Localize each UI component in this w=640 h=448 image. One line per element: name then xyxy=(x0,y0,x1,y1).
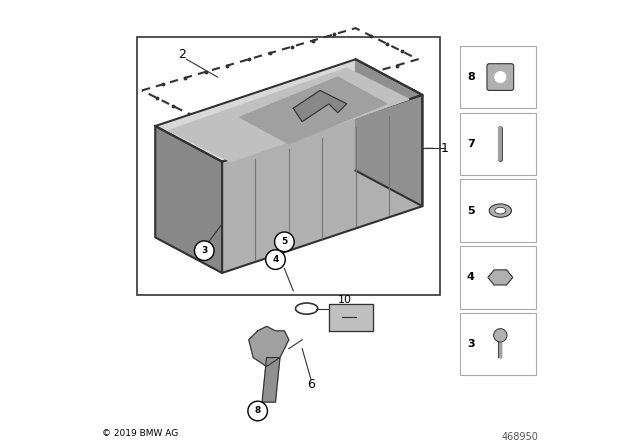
Text: 7: 7 xyxy=(299,237,306,247)
Text: 7: 7 xyxy=(467,139,475,149)
Ellipse shape xyxy=(495,207,506,214)
FancyBboxPatch shape xyxy=(460,113,536,175)
Circle shape xyxy=(195,241,214,260)
Text: 3: 3 xyxy=(467,339,474,349)
Text: 3: 3 xyxy=(201,246,207,255)
Polygon shape xyxy=(329,304,373,331)
Circle shape xyxy=(493,329,507,342)
Text: 6: 6 xyxy=(307,378,315,391)
Circle shape xyxy=(248,401,268,421)
Polygon shape xyxy=(488,270,513,285)
Text: 4: 4 xyxy=(272,255,278,264)
FancyBboxPatch shape xyxy=(460,246,536,309)
Polygon shape xyxy=(249,327,289,366)
Text: 5: 5 xyxy=(467,206,474,215)
Ellipse shape xyxy=(489,204,511,217)
Text: 1: 1 xyxy=(440,142,448,155)
FancyBboxPatch shape xyxy=(460,46,536,108)
Polygon shape xyxy=(156,59,422,162)
FancyBboxPatch shape xyxy=(460,180,536,242)
Polygon shape xyxy=(240,77,387,144)
Circle shape xyxy=(266,250,285,269)
Polygon shape xyxy=(168,68,409,162)
FancyBboxPatch shape xyxy=(460,313,536,375)
Circle shape xyxy=(495,72,506,82)
FancyBboxPatch shape xyxy=(487,64,514,90)
Circle shape xyxy=(275,232,294,252)
Text: 10: 10 xyxy=(338,295,352,305)
Text: 4: 4 xyxy=(467,272,475,282)
Polygon shape xyxy=(293,90,347,121)
Polygon shape xyxy=(222,95,422,273)
Polygon shape xyxy=(262,358,280,402)
Polygon shape xyxy=(356,59,422,206)
Text: 9: 9 xyxy=(360,315,369,328)
Polygon shape xyxy=(156,126,222,273)
Text: 2: 2 xyxy=(178,48,186,61)
Text: © 2019 BMW AG: © 2019 BMW AG xyxy=(102,429,178,438)
Text: 5: 5 xyxy=(281,237,287,246)
Text: 468950: 468950 xyxy=(501,432,538,442)
Text: 8: 8 xyxy=(255,406,260,415)
Text: 8: 8 xyxy=(467,72,475,82)
